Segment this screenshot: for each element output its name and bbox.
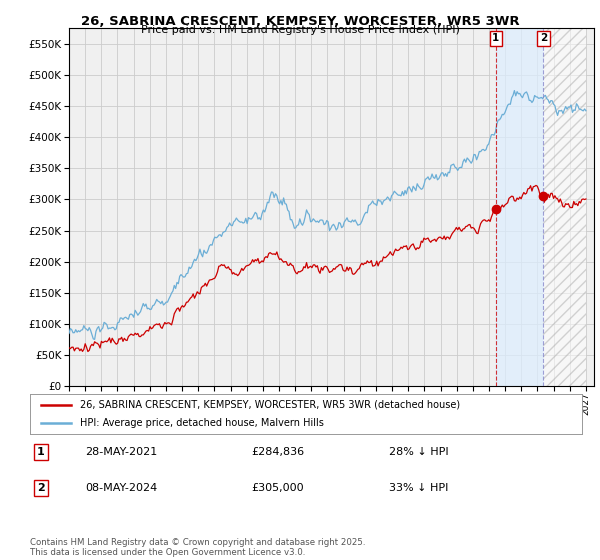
Bar <box>496 28 544 386</box>
Bar <box>544 28 586 386</box>
Text: £305,000: £305,000 <box>251 483 304 493</box>
Text: 2: 2 <box>37 483 45 493</box>
Text: Contains HM Land Registry data © Crown copyright and database right 2025.
This d: Contains HM Land Registry data © Crown c… <box>30 538 365 557</box>
Text: 26, SABRINA CRESCENT, KEMPSEY, WORCESTER, WR5 3WR (detached house): 26, SABRINA CRESCENT, KEMPSEY, WORCESTER… <box>80 400 460 409</box>
Text: 26, SABRINA CRESCENT, KEMPSEY, WORCESTER, WR5 3WR: 26, SABRINA CRESCENT, KEMPSEY, WORCESTER… <box>80 15 520 28</box>
Text: HPI: Average price, detached house, Malvern Hills: HPI: Average price, detached house, Malv… <box>80 418 323 428</box>
Text: £284,836: £284,836 <box>251 447 304 457</box>
Bar <box>544 28 586 386</box>
Text: 28-MAY-2021: 28-MAY-2021 <box>85 447 157 457</box>
Text: 2: 2 <box>540 34 547 43</box>
Text: 33% ↓ HPI: 33% ↓ HPI <box>389 483 448 493</box>
Text: 1: 1 <box>492 34 499 43</box>
Text: Price paid vs. HM Land Registry's House Price Index (HPI): Price paid vs. HM Land Registry's House … <box>140 25 460 35</box>
Text: 08-MAY-2024: 08-MAY-2024 <box>85 483 157 493</box>
Text: 28% ↓ HPI: 28% ↓ HPI <box>389 447 448 457</box>
Text: 1: 1 <box>37 447 45 457</box>
